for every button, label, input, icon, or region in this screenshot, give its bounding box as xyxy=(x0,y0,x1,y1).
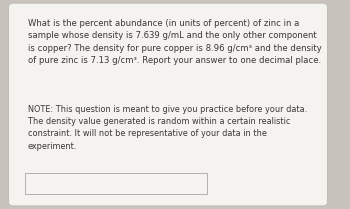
Text: NOTE: This question is meant to give you practice before your data.
The density : NOTE: This question is meant to give you… xyxy=(28,104,307,151)
FancyBboxPatch shape xyxy=(25,173,206,194)
FancyBboxPatch shape xyxy=(9,3,327,206)
Text: What is the percent abundance (in units of percent) of zinc in a
sample whose de: What is the percent abundance (in units … xyxy=(28,19,322,65)
